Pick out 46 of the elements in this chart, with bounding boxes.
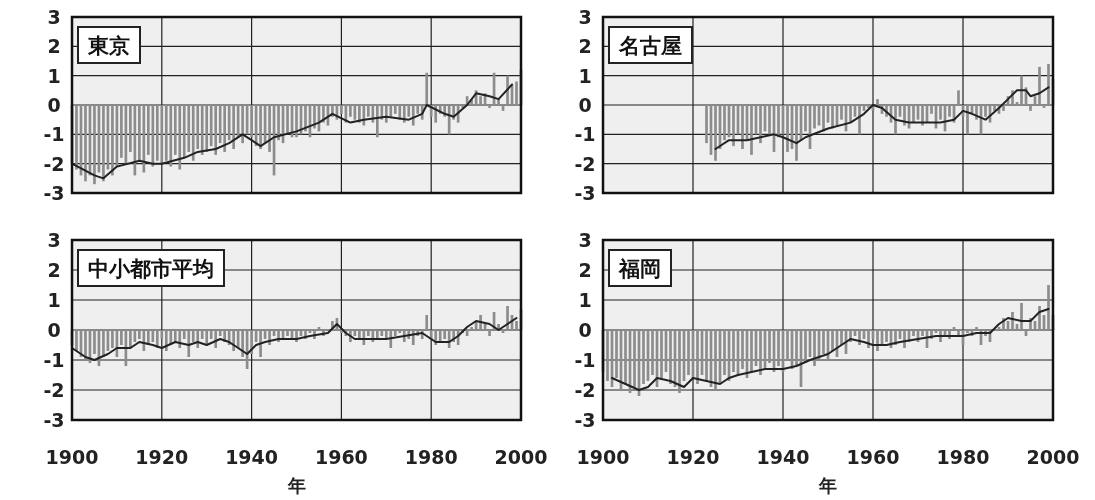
x-tick-label: 1940: [225, 446, 279, 468]
y-tick-label: 3: [47, 229, 61, 251]
y-tick-label: 3: [578, 229, 592, 251]
panel-title: 名古屋: [608, 26, 693, 64]
y-tick-label: 0: [47, 319, 61, 341]
x-tick-label: 2000: [1026, 446, 1080, 468]
y-tick-label: 3: [47, 6, 61, 28]
panel-title: 東京: [77, 26, 141, 64]
y-tick-label: 2: [47, 259, 61, 281]
x-tick-label: 2000: [494, 446, 548, 468]
y-tick-label: 2: [578, 259, 592, 281]
x-tick-label: 1980: [404, 446, 458, 468]
y-tick-label: -2: [574, 152, 596, 175]
y-tick-label: -2: [574, 379, 596, 401]
x-tick-label: 1940: [756, 446, 810, 468]
x-tick-label: 1900: [576, 446, 630, 468]
y-tick-label: 0: [47, 94, 61, 116]
y-tick-label: -3: [574, 409, 596, 431]
y-tick-label: -3: [574, 182, 596, 204]
y-tick-label: 2: [47, 35, 61, 58]
y-tick-label: 0: [578, 94, 592, 116]
y-tick-label: 1: [578, 289, 592, 311]
y-tick-label: 2: [578, 35, 592, 58]
y-tick-label: 0: [578, 319, 592, 341]
y-tick-label: -1: [43, 123, 65, 146]
x-axis-title: 年: [286, 475, 306, 496]
y-tick-label: 3: [578, 6, 592, 28]
y-tick-label: -1: [574, 123, 596, 146]
x-tick-label: 1900: [45, 446, 99, 468]
y-tick-label: 1: [47, 64, 61, 87]
panel-title: 福岡: [608, 249, 672, 287]
y-tick-label: -1: [574, 349, 596, 371]
y-tick-label: -1: [43, 349, 65, 371]
y-tick-label: 1: [47, 289, 61, 311]
x-tick-label: 1960: [846, 446, 900, 468]
y-tick-label: -2: [43, 152, 65, 175]
y-tick-label: -3: [43, 182, 65, 204]
x-tick-label: 1920: [135, 446, 189, 468]
y-tick-label: 1: [578, 64, 592, 87]
x-tick-label: 1960: [314, 446, 368, 468]
y-tick-label: -3: [43, 409, 65, 431]
x-tick-label: 1980: [936, 446, 990, 468]
x-tick-label: 1920: [666, 446, 720, 468]
x-axis-title: 年: [818, 475, 837, 496]
y-tick-label: -2: [43, 379, 65, 401]
panel-title: 中小都市平均: [77, 249, 225, 287]
